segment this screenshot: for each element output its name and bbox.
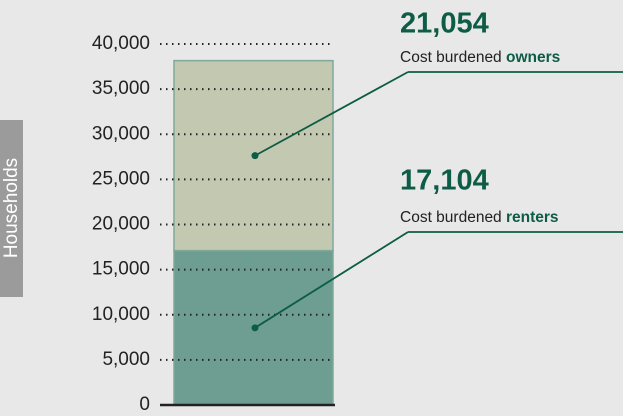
y-label-box [0, 120, 23, 297]
y-tick-label: 30,000 [92, 123, 150, 144]
series-name: renters [506, 209, 559, 226]
leader-line [254, 231, 409, 329]
y-tick-label: 10,000 [92, 304, 150, 325]
y-tick-label: 20,000 [92, 214, 150, 235]
y-axis-label: Households [1, 158, 22, 258]
annotation-prefix: Cost burdened [400, 209, 502, 226]
leader-dot [251, 324, 259, 332]
bar-segment [173, 59, 334, 252]
y-tick-label: 5,000 [102, 349, 150, 370]
y-tick-label: 0 [139, 394, 150, 415]
value-label: 17,104 [400, 165, 489, 197]
leader-dot [251, 152, 259, 160]
annotation-prefix: Cost burdened [400, 49, 502, 66]
y-tick-label: 35,000 [92, 78, 150, 99]
y-tick-label: 40,000 [92, 33, 150, 54]
leader-line [254, 71, 409, 157]
annotation-text: Cost burdened renters [400, 209, 559, 226]
series-name: owners [506, 49, 560, 66]
y-tick-label: 25,000 [92, 168, 150, 189]
y-tick-label: 15,000 [92, 259, 150, 280]
annotation-text: Cost burdened owners [400, 49, 560, 66]
value-label: 21,054 [400, 8, 489, 40]
